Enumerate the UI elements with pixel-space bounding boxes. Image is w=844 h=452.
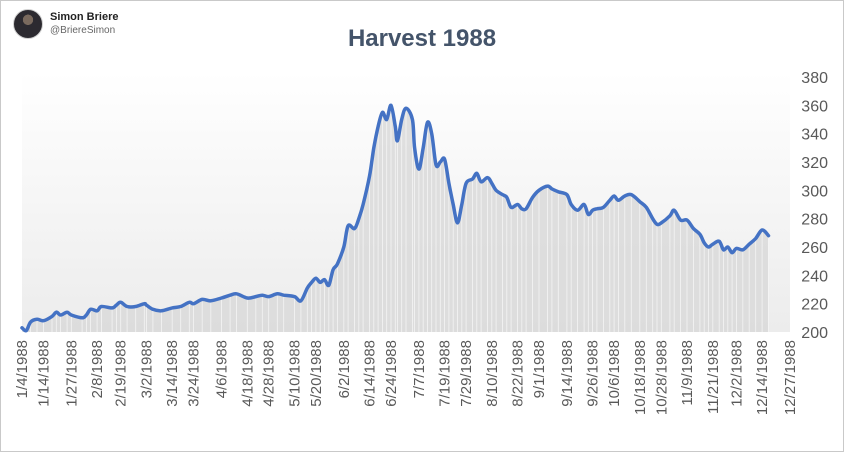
series-line: [20, 103, 771, 333]
x-tick-label: 4/28/1988: [261, 340, 278, 407]
author-name[interactable]: Simon Briere: [50, 11, 119, 23]
y-tick-label: 360: [801, 98, 828, 115]
x-tick-label: 6/2/1988: [336, 340, 353, 398]
y-tick-label: 300: [801, 183, 828, 200]
x-tick-label: 3/14/1988: [164, 340, 181, 407]
x-tick-label: 5/10/1988: [286, 340, 303, 407]
x-tick-label: 1/27/1988: [63, 340, 80, 407]
x-tick-label: 3/2/1988: [138, 340, 155, 398]
x-tick-label: 9/1/1988: [531, 340, 548, 398]
x-tick-label: 9/14/1988: [559, 340, 576, 407]
x-tick-label: 7/29/1988: [458, 340, 475, 407]
y-tick-label: 340: [801, 127, 828, 144]
x-tick-label: 10/28/1988: [653, 340, 670, 415]
x-tick-label: 11/9/1988: [679, 340, 696, 406]
x-tick-label: 7/19/1988: [437, 340, 454, 407]
x-tick-label: 10/18/1988: [632, 340, 649, 415]
x-tick-label: 12/14/1988: [754, 340, 771, 415]
x-tick-label: 9/26/1988: [585, 340, 602, 407]
x-tick-label: 7/7/1988: [411, 340, 428, 398]
x-tick-label: 5/20/1988: [308, 340, 325, 407]
x-tick-label: 1/4/1988: [14, 340, 31, 398]
x-tick-label: 6/24/1988: [383, 340, 400, 407]
x-tick-label: 8/22/1988: [510, 340, 527, 407]
y-tick-label: 260: [801, 240, 828, 257]
author-handle[interactable]: @BriereSimon: [50, 25, 116, 36]
y-tick-label: 280: [801, 212, 828, 229]
x-tick-label: 2/19/1988: [113, 340, 130, 407]
person-avatar-icon[interactable]: [13, 9, 43, 39]
x-tick-label: 3/24/1988: [186, 340, 203, 407]
y-tick-label: 380: [801, 70, 828, 87]
y-tick-label: 320: [801, 155, 828, 172]
y-tick-label: 220: [801, 297, 828, 314]
x-tick-label: 6/14/1988: [362, 340, 379, 407]
x-tick-label: 11/21/1988: [705, 340, 722, 414]
x-tick-label: 10/6/1988: [606, 340, 623, 407]
line-layer: [20, 103, 771, 333]
y-axis: 200 220 240 260 280 300 320 340 360 380: [801, 70, 828, 342]
x-tick-label: 2/8/1988: [89, 340, 106, 398]
x-tick-label: 4/6/1988: [214, 340, 231, 398]
x-tick-label: 8/10/1988: [484, 340, 501, 407]
x-tick-label: 12/2/1988: [728, 340, 745, 407]
y-tick-label: 240: [801, 268, 828, 285]
x-axis: 1/4/1988 1/14/1988 1/27/1988 2/8/1988 2/19/1…: [14, 340, 799, 415]
x-tick-label: 1/14/1988: [36, 340, 53, 407]
area-layer: [21, 105, 769, 332]
y-tick-label: 200: [801, 325, 828, 342]
x-tick-label: 12/27/1988: [782, 340, 799, 415]
chart-title: Harvest 1988: [348, 25, 496, 52]
author-header: Simon Briere @BriereSimon: [13, 9, 118, 39]
x-tick-label: 4/18/1988: [239, 340, 256, 407]
author-identity: Simon Briere @BriereSimon: [50, 11, 118, 37]
